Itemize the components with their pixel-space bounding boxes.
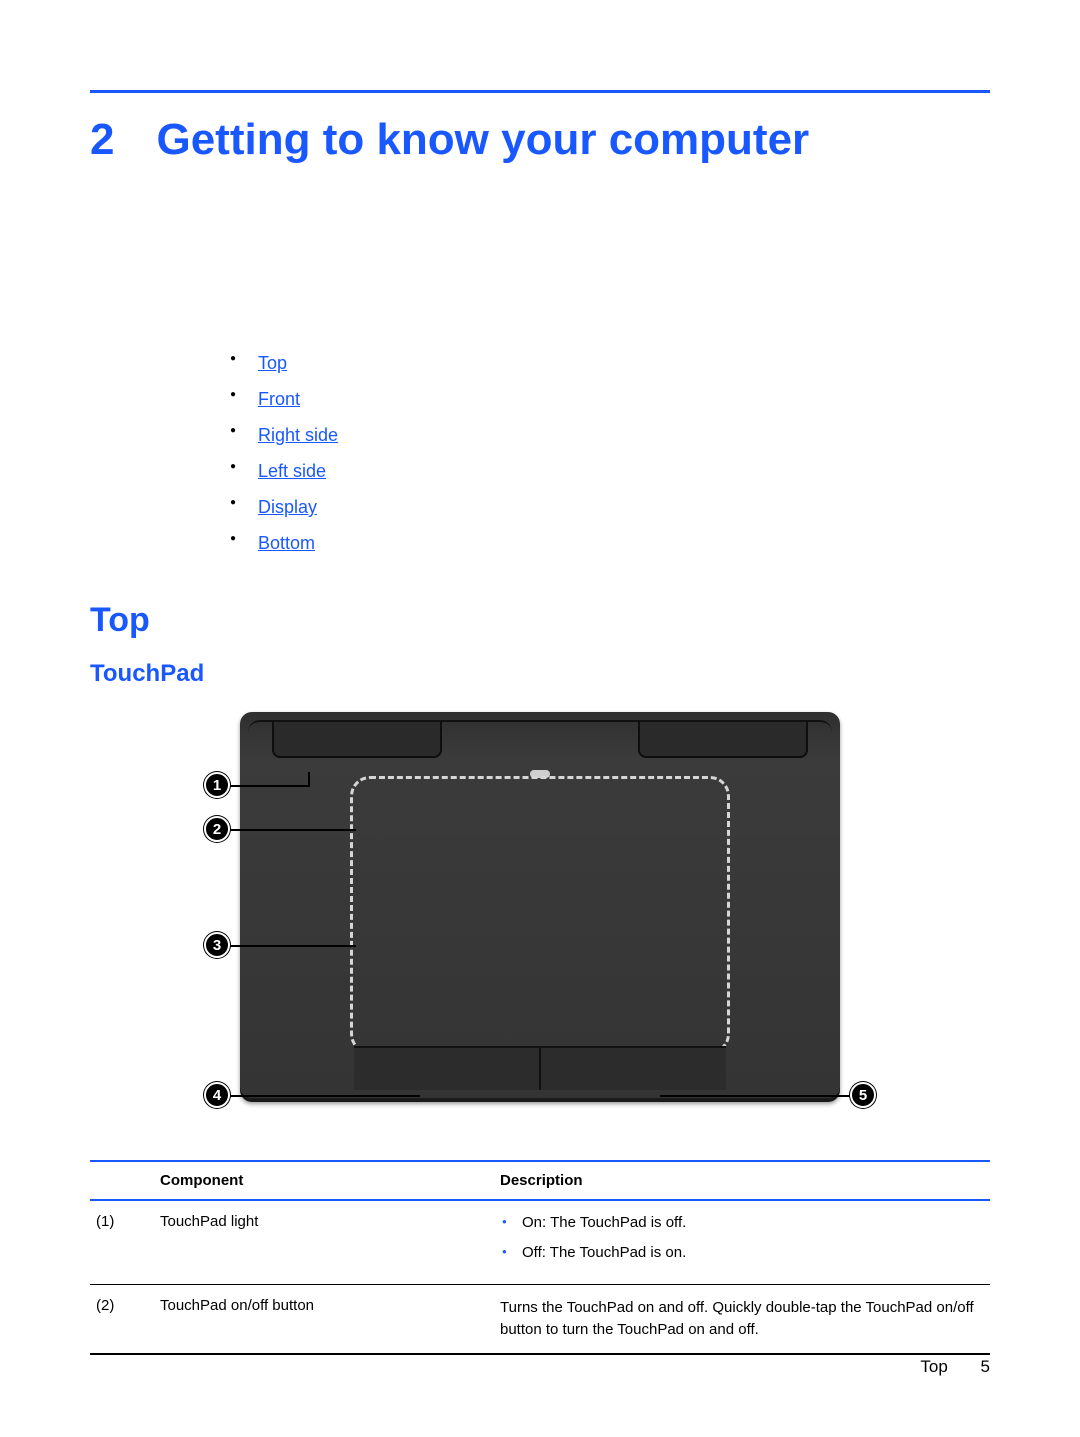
section-heading-top: Top xyxy=(90,601,990,640)
document-page: 2 Getting to know your computer Top Fron… xyxy=(0,0,1080,1437)
callout-1: 1 xyxy=(204,772,230,798)
keyboard-cutout-left xyxy=(272,722,442,758)
row-component: TouchPad on/off button xyxy=(160,1297,500,1314)
table-header-component: Component xyxy=(160,1172,500,1189)
table-row: (2) TouchPad on/off button Turns the Tou… xyxy=(90,1285,990,1355)
touchpad-left-button xyxy=(354,1046,540,1090)
toc-item: Right side xyxy=(230,417,990,453)
callout-lead xyxy=(230,829,356,831)
callout-lead xyxy=(308,772,310,786)
toc-link-front[interactable]: Front xyxy=(258,389,300,409)
table-header-blank xyxy=(90,1172,160,1189)
row-number: (2) xyxy=(90,1297,160,1314)
toc-item: Top xyxy=(230,345,990,381)
toc-list: Top Front Right side Left side Display B… xyxy=(230,345,990,561)
toc-item: Left side xyxy=(230,453,990,489)
touchpad-diagram: 1 2 3 4 5 xyxy=(90,712,990,1132)
callout-4: 4 xyxy=(204,1082,230,1108)
row-description: Turns the TouchPad on and off. Quickly d… xyxy=(500,1297,990,1341)
callout-lead xyxy=(230,945,356,947)
table-row: (1) TouchPad light On: The TouchPad is o… xyxy=(90,1201,990,1285)
toc-link-bottom[interactable]: Bottom xyxy=(258,533,315,553)
subsection-heading-touchpad: TouchPad xyxy=(90,660,990,688)
touchpad-outline xyxy=(350,776,730,1054)
toc-item: Bottom xyxy=(230,525,990,561)
footer-page-number: 5 xyxy=(981,1357,990,1376)
row-description: On: The TouchPad is off. Off: The TouchP… xyxy=(500,1213,990,1272)
toc-link-top[interactable]: Top xyxy=(258,353,287,373)
table-header-row: Component Description xyxy=(90,1162,990,1201)
chapter-rule xyxy=(90,90,990,93)
toc-link-left-side[interactable]: Left side xyxy=(258,461,326,481)
toc-item: Front xyxy=(230,381,990,417)
chapter-number: 2 xyxy=(90,115,114,165)
page-footer: Top 5 xyxy=(920,1357,990,1377)
component-table: Component Description (1) TouchPad light… xyxy=(90,1160,990,1355)
footer-section-label: Top xyxy=(920,1357,947,1376)
keyboard-cutout-right xyxy=(638,722,808,758)
chapter-title: Getting to know your computer xyxy=(156,115,809,165)
desc-list-item: On: The TouchPad is off. xyxy=(500,1213,990,1233)
toc-link-display[interactable]: Display xyxy=(258,497,317,517)
chapter-heading: 2 Getting to know your computer xyxy=(90,115,990,165)
callout-2: 2 xyxy=(204,816,230,842)
toc-item: Display xyxy=(230,489,990,525)
touchpad-right-button xyxy=(540,1046,726,1090)
row-number: (1) xyxy=(90,1213,160,1230)
callout-3: 3 xyxy=(204,932,230,958)
table-header-description: Description xyxy=(500,1172,990,1189)
callout-lead xyxy=(230,1095,420,1097)
callout-lead xyxy=(230,785,310,787)
row-component: TouchPad light xyxy=(160,1213,500,1230)
callout-5: 5 xyxy=(850,1082,876,1108)
callout-lead xyxy=(660,1095,850,1097)
desc-list-item: Off: The TouchPad is on. xyxy=(500,1243,990,1263)
toc-link-right-side[interactable]: Right side xyxy=(258,425,338,445)
